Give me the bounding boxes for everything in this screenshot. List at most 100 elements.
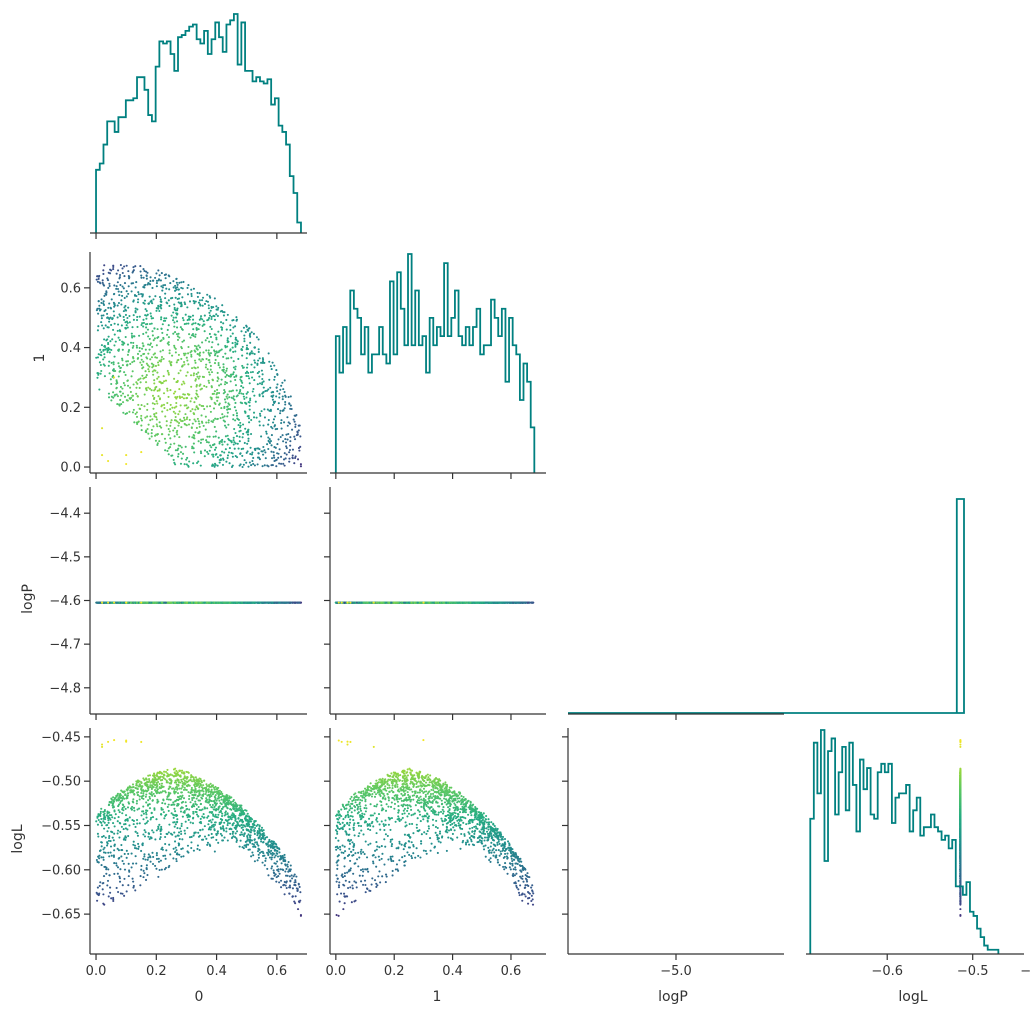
scatter-point [104,324,107,327]
scatter-point [140,404,143,407]
scatter-point [177,601,180,604]
scatter-point [143,376,146,379]
scatter-point [177,452,180,456]
scatter-point [267,447,270,451]
scatter-point [172,410,175,413]
scatter-point [151,334,154,337]
scatter-point [200,420,203,423]
scatter-point [140,414,143,417]
scatter-point [194,333,197,336]
scatter-point [182,352,186,355]
scatter-point [215,336,218,339]
scatter-point [158,425,162,428]
scatter-point [107,346,110,349]
scatter-point [243,337,246,340]
scatter-point [192,442,195,445]
scatter-point [155,282,158,285]
scatter-point [175,431,178,434]
scatter-point [181,452,185,455]
scatter-point [167,395,170,398]
scatter-point [113,344,116,347]
scatter-point [183,382,186,385]
scatter-point [126,353,130,356]
scatter-point [97,353,100,356]
scatter-point [257,359,260,362]
scatter-point [145,356,148,359]
scatter-point [173,303,176,306]
scatter-point [177,424,180,427]
scatter-point [165,317,168,320]
scatter-point [200,438,203,441]
scatter-point [174,284,177,287]
scatter-point [242,395,245,398]
scatter-point [214,601,218,604]
scatter-point [225,367,228,370]
scatter-point [226,434,229,437]
scatter-point [107,335,110,338]
scatter-point [152,397,156,401]
scatter-point [267,439,270,442]
scatter-point [132,341,135,344]
scatter-point [149,312,152,315]
scatter-point [195,426,198,430]
scatter-point [140,276,143,279]
scatter-point [180,357,183,360]
scatter-point [145,387,148,390]
scatter-point [279,409,282,412]
scatter-point [126,360,130,363]
scatter-point [258,420,261,423]
scatter-point [182,416,186,419]
scatter-point [175,281,178,284]
scatter-point [272,451,275,454]
scatter-point [221,304,224,307]
scatter-point [223,390,227,394]
scatter-point [281,398,284,401]
scatter-point [132,601,136,604]
scatter-point [184,445,187,448]
scatter-point [141,347,144,350]
scatter-point [198,403,201,406]
scatter-point [107,286,110,290]
scatter-point [193,451,196,454]
scatter-point [232,443,235,446]
scatter-point [120,394,123,397]
scatter-point [245,344,249,347]
scatter-point [144,376,148,379]
scatter-point [139,361,142,364]
scatter-point [229,375,232,378]
scatter-point [108,284,111,288]
scatter-point [174,415,177,419]
scatter-point [201,358,205,361]
scatter-point [108,318,111,321]
scatter-point [100,321,103,324]
scatter-point [209,335,213,339]
scatter-point [299,465,303,468]
scatter-point [139,407,142,411]
scatter-point [208,381,211,384]
scatter-point [283,407,286,410]
scatter-point [281,381,284,384]
scatter-point [102,314,105,317]
scatter-point [242,423,245,426]
scatter-point [160,355,164,359]
scatter-point [97,277,100,281]
scatter-point [207,359,210,362]
scatter-point [134,265,137,268]
scatter-point [172,286,175,289]
scatter-point [202,405,205,408]
scatter-point [150,362,153,365]
scatter-point [102,272,105,276]
scatter-point [294,423,297,426]
scatter-point [244,330,247,334]
scatter-point [140,419,143,422]
scatter-point [196,352,199,356]
scatter-point [192,334,195,337]
scatter-point [204,339,207,342]
scatter-point [273,459,276,463]
scatter-point [107,349,110,352]
scatter-point [178,293,181,296]
scatter-point [261,373,264,376]
scatter-point [126,601,130,604]
scatter-point [174,463,177,466]
scatter-point [222,370,225,373]
